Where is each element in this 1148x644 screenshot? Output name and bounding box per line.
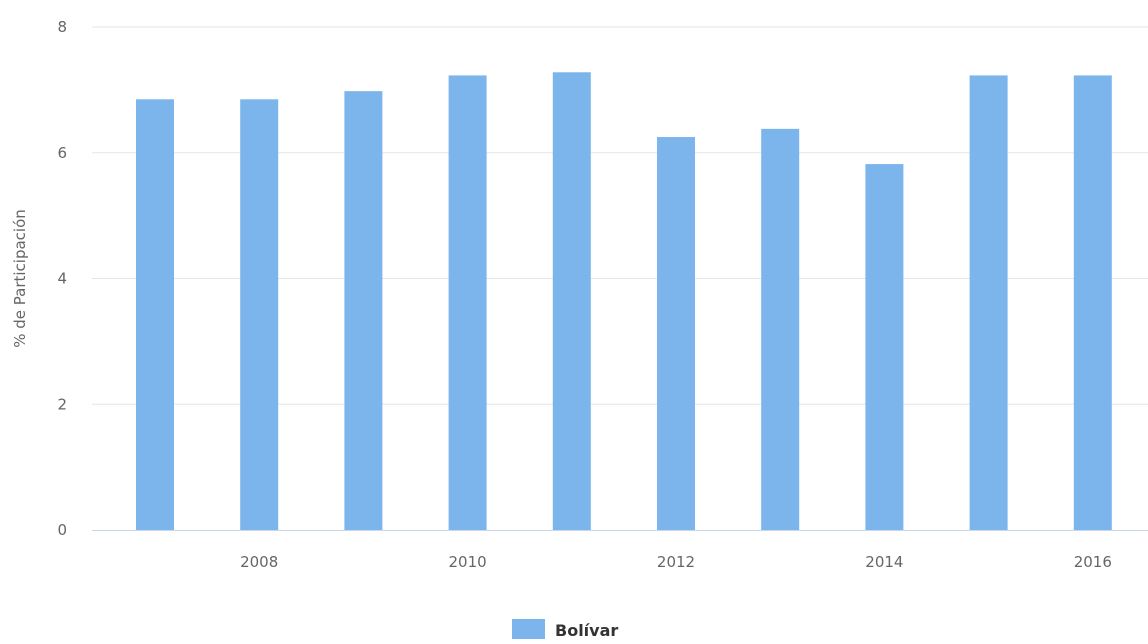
x-tick-label: 2012 xyxy=(657,553,695,571)
y-tick-label: 0 xyxy=(57,521,67,539)
bar[interactable] xyxy=(136,99,174,531)
bar[interactable] xyxy=(1073,75,1112,530)
y-axis-ticks: 0 2 4 6 8 xyxy=(57,18,67,539)
y-tick-label: 8 xyxy=(57,18,67,36)
bar[interactable] xyxy=(969,75,1008,530)
bar[interactable] xyxy=(240,99,279,531)
legend-swatch xyxy=(512,619,545,639)
legend-label: Bolívar xyxy=(555,621,618,640)
bar[interactable] xyxy=(448,75,487,530)
y-tick-label: 4 xyxy=(57,270,67,288)
bar[interactable] xyxy=(657,137,695,530)
bar[interactable] xyxy=(552,72,591,531)
x-tick-label: 2008 xyxy=(240,553,278,571)
y-tick-label: 2 xyxy=(57,395,67,413)
y-tick-label: 6 xyxy=(57,144,67,162)
legend[interactable]: Bolívar xyxy=(512,619,618,640)
bar[interactable] xyxy=(344,91,383,530)
x-tick-label: 2016 xyxy=(1074,553,1112,571)
y-axis-title: % de Participación xyxy=(11,209,29,348)
x-tick-label: 2014 xyxy=(865,553,903,571)
bar[interactable] xyxy=(865,164,904,530)
bar[interactable] xyxy=(761,128,800,531)
bar-series xyxy=(136,72,1112,531)
x-tick-label: 2010 xyxy=(449,553,487,571)
x-axis-ticks: 2008 2010 2012 2014 2016 xyxy=(240,553,1112,571)
